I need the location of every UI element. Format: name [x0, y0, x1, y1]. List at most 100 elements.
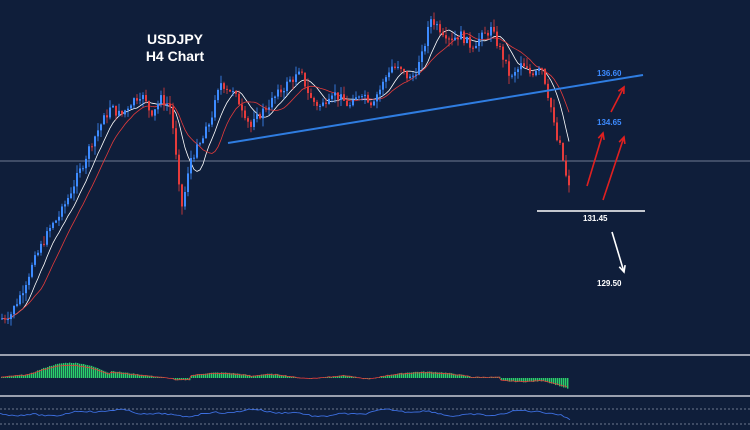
candle-body: [196, 144, 198, 158]
histogram-bar: [537, 378, 539, 382]
candle-body: [376, 94, 378, 102]
histogram-bar: [29, 373, 31, 378]
candle-body: [355, 97, 357, 100]
candle-body: [262, 108, 264, 119]
histogram-bar: [139, 374, 141, 378]
candle-body: [412, 75, 414, 77]
candle-body: [160, 95, 162, 104]
candle-body: [100, 124, 102, 131]
candle-body: [115, 105, 117, 116]
histogram-bar: [19, 374, 21, 378]
candle-body: [250, 121, 252, 127]
histogram-bar: [95, 367, 97, 378]
candle-body: [307, 86, 309, 94]
histogram-bar: [113, 371, 115, 378]
arrowhead: [618, 264, 626, 274]
histogram-bar: [43, 367, 45, 378]
candle-body: [49, 227, 51, 232]
candle-body: [241, 104, 243, 111]
moving-average-fast: [1, 29, 570, 320]
histogram-bar: [175, 378, 177, 381]
histogram-bar: [353, 376, 355, 378]
histogram-bar: [567, 378, 569, 389]
histogram-bar: [379, 377, 381, 378]
candle-body: [124, 110, 126, 115]
histogram-bar: [339, 375, 341, 378]
histogram-bar: [391, 374, 393, 378]
histogram-signal-line: [0, 364, 568, 388]
candle-body: [265, 108, 267, 110]
candle-body: [229, 89, 231, 92]
histogram-bar: [437, 372, 439, 378]
candle-body: [121, 110, 123, 115]
candle-body: [538, 68, 540, 71]
candle-body: [172, 106, 174, 129]
histogram-bar: [345, 375, 347, 378]
histogram-bar: [247, 374, 249, 378]
candle-body: [541, 68, 543, 70]
histogram-bar: [197, 374, 199, 378]
candle-body: [292, 79, 294, 82]
histogram-bar: [453, 373, 455, 378]
candle-body: [70, 193, 72, 199]
candle-body: [148, 101, 150, 111]
candle-body: [244, 110, 246, 119]
candle-body: [223, 83, 225, 89]
candle-body: [451, 38, 453, 41]
histogram-bar: [405, 372, 407, 378]
histogram-bar: [125, 372, 127, 378]
histogram-bar: [249, 374, 251, 378]
histogram-bar: [195, 374, 197, 378]
candle-body: [532, 73, 534, 76]
histogram-bar: [13, 375, 15, 378]
candle-body: [280, 89, 282, 93]
histogram-bar: [451, 373, 453, 378]
histogram-bar: [467, 375, 469, 378]
histogram-bar: [223, 372, 225, 378]
candle-body: [430, 19, 432, 27]
chart-title: USDJPY: [147, 31, 204, 47]
histogram-bar: [85, 364, 87, 378]
candle-body: [529, 67, 531, 74]
histogram-bar: [227, 372, 229, 378]
candle-body: [454, 37, 456, 41]
histogram-bar: [335, 376, 337, 378]
candle-body: [466, 36, 468, 44]
histogram-bar: [393, 374, 395, 378]
histogram-bar: [279, 374, 281, 378]
arrow-shaft: [611, 231, 625, 273]
histogram-bar: [15, 375, 17, 378]
histogram-bar: [429, 371, 431, 378]
candle-body: [526, 66, 528, 68]
candle-body: [442, 32, 444, 36]
level-label-131-45: 131.45: [583, 214, 608, 223]
candle-body: [85, 158, 87, 169]
histogram-bar: [407, 372, 409, 378]
histogram-bar: [177, 378, 179, 381]
candle-body: [490, 26, 492, 36]
candle-body: [463, 31, 465, 44]
candle-body: [169, 104, 171, 107]
histogram-bar: [245, 374, 247, 378]
histogram-bar: [89, 365, 91, 378]
candle-body: [46, 231, 48, 245]
candle-body: [379, 89, 381, 95]
candle-body: [205, 126, 207, 139]
arrow-up-3: [610, 85, 625, 113]
candle-body: [523, 63, 525, 67]
candle-body: [448, 38, 450, 40]
candle-body: [67, 198, 69, 205]
level-label-134-65: 134.65: [597, 118, 622, 127]
histogram-bar: [399, 373, 401, 378]
candle-body: [478, 38, 480, 46]
histogram-bar: [183, 378, 185, 380]
candle-body: [325, 102, 327, 104]
histogram-bar: [351, 376, 353, 378]
candle-body: [520, 63, 522, 70]
candle-body: [388, 72, 390, 78]
histogram-bar: [385, 375, 387, 378]
candle-body: [397, 66, 399, 68]
candle-body: [406, 71, 408, 79]
histogram-bar: [273, 374, 275, 378]
histogram-bar: [511, 378, 513, 382]
